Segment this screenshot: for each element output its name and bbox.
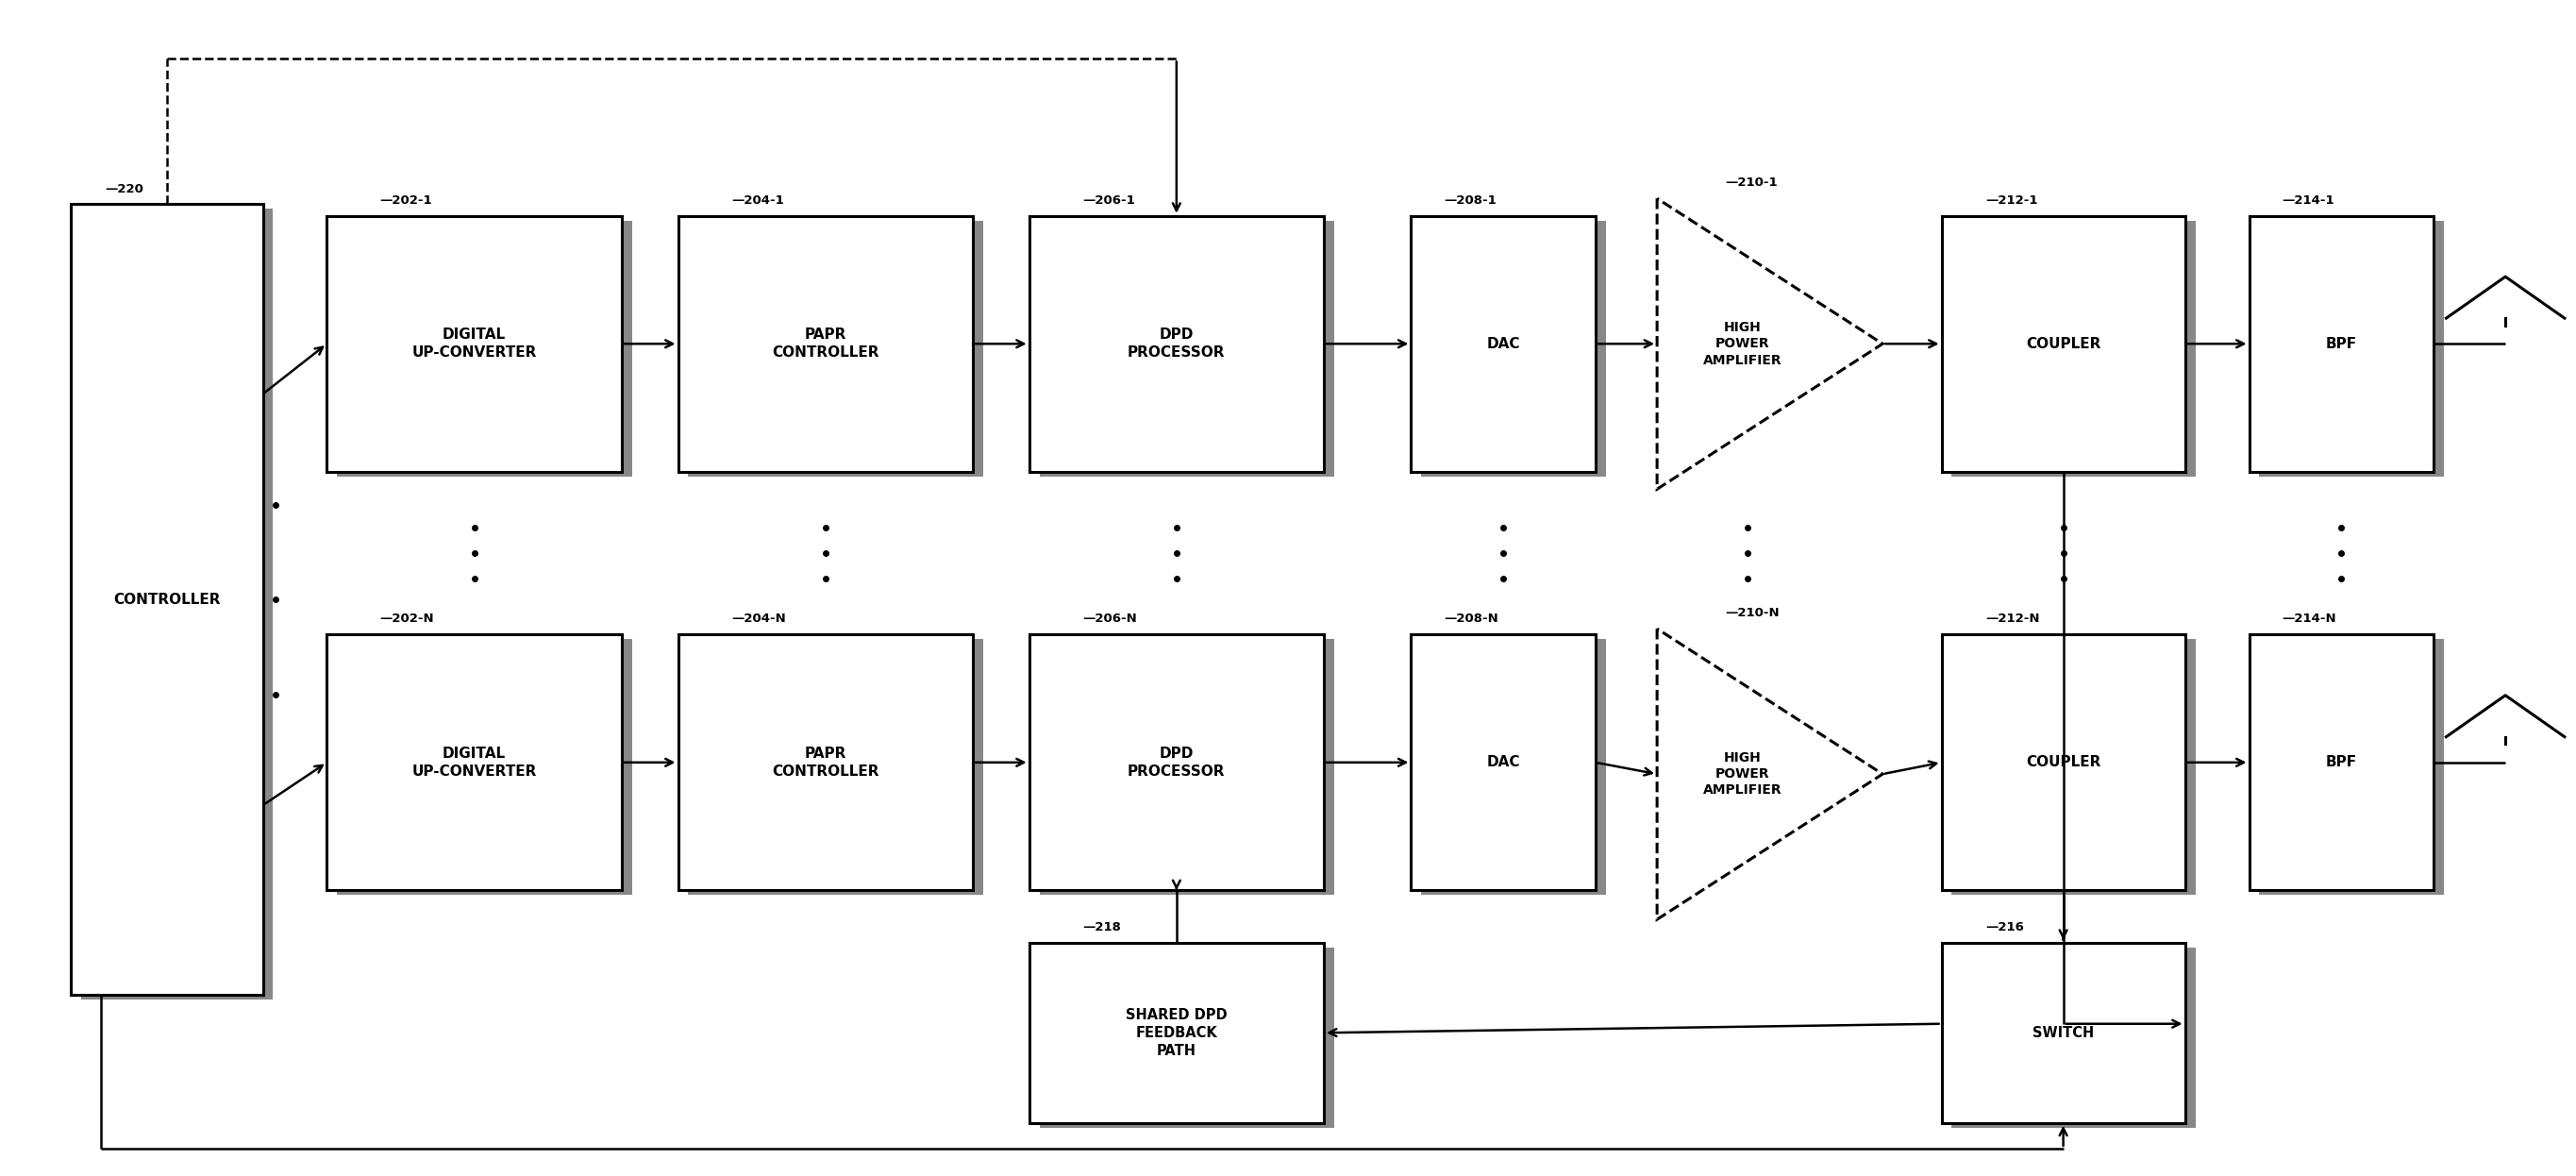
Text: —204-1: —204-1 — [732, 194, 783, 207]
Bar — [677, 635, 974, 890]
Bar — [2259, 221, 2445, 476]
Bar — [1038, 221, 1334, 476]
Bar — [337, 640, 631, 895]
Polygon shape — [1656, 199, 1883, 489]
Polygon shape — [1656, 629, 1883, 920]
Text: —220: —220 — [106, 182, 144, 195]
Text: PAPR
CONTROLLER: PAPR CONTROLLER — [773, 747, 878, 779]
Text: —210-1: —210-1 — [1726, 176, 1777, 189]
Text: SHARED DPD
FEEDBACK
PATH: SHARED DPD FEEDBACK PATH — [1126, 1008, 1226, 1058]
Bar — [337, 221, 631, 476]
Bar — [327, 635, 621, 890]
Text: COUPLER: COUPLER — [2025, 755, 2099, 769]
Bar — [1953, 640, 2195, 895]
Text: —208-1: —208-1 — [1445, 194, 1497, 207]
Text: DPD
PROCESSOR: DPD PROCESSOR — [1128, 747, 1226, 779]
Text: —202-1: —202-1 — [381, 194, 433, 207]
Bar — [1038, 640, 1334, 895]
Bar — [2249, 216, 2434, 472]
Bar — [1030, 943, 1324, 1123]
Text: —216: —216 — [1986, 921, 2025, 934]
Text: CONTROLLER: CONTROLLER — [113, 593, 222, 607]
Text: HIGH
POWER
AMPLIFIER: HIGH POWER AMPLIFIER — [1703, 751, 1783, 797]
Text: —212-N: —212-N — [1986, 613, 2040, 626]
Bar — [70, 205, 263, 995]
Bar — [1030, 635, 1324, 890]
Bar — [1038, 948, 1334, 1128]
Bar — [1942, 635, 2184, 890]
Text: —204-N: —204-N — [732, 613, 786, 626]
Bar — [1422, 221, 1605, 476]
Text: —212-1: —212-1 — [1986, 194, 2038, 207]
Text: COUPLER: COUPLER — [2025, 336, 2099, 350]
Text: DIGITAL
UP-CONVERTER: DIGITAL UP-CONVERTER — [412, 328, 536, 360]
Text: DIGITAL
UP-CONVERTER: DIGITAL UP-CONVERTER — [412, 747, 536, 779]
Text: —202-N: —202-N — [381, 613, 435, 626]
Bar — [688, 221, 984, 476]
Text: —214-1: —214-1 — [2282, 194, 2334, 207]
Text: DAC: DAC — [1486, 336, 1520, 350]
Bar — [677, 216, 974, 472]
Text: HIGH
POWER
AMPLIFIER: HIGH POWER AMPLIFIER — [1703, 321, 1783, 367]
Bar — [1942, 216, 2184, 472]
Bar — [2249, 635, 2434, 890]
Text: SWITCH: SWITCH — [2032, 1025, 2094, 1040]
Text: BPF: BPF — [2326, 755, 2357, 769]
Bar — [2259, 640, 2445, 895]
Text: —206-N: —206-N — [1082, 613, 1136, 626]
Text: DAC: DAC — [1486, 755, 1520, 769]
Text: —206-1: —206-1 — [1082, 194, 1136, 207]
Text: —214-N: —214-N — [2282, 613, 2336, 626]
Bar — [1422, 640, 1605, 895]
Bar — [1412, 635, 1595, 890]
Bar — [1953, 948, 2195, 1128]
Bar — [1953, 221, 2195, 476]
Bar — [1030, 216, 1324, 472]
Text: BPF: BPF — [2326, 336, 2357, 350]
Text: —208-N: —208-N — [1445, 613, 1499, 626]
Bar — [688, 640, 984, 895]
Text: —210-N: —210-N — [1726, 607, 1780, 620]
Bar — [327, 216, 621, 472]
Text: PAPR
CONTROLLER: PAPR CONTROLLER — [773, 328, 878, 360]
Bar — [1942, 943, 2184, 1123]
Bar — [80, 209, 273, 1000]
Bar — [1412, 216, 1595, 472]
Text: —218: —218 — [1082, 921, 1121, 934]
Text: DPD
PROCESSOR: DPD PROCESSOR — [1128, 328, 1226, 360]
